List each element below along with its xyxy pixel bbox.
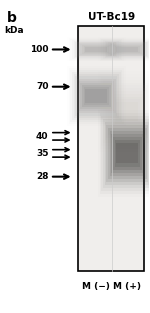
Bar [101, 116, 150, 191]
Bar [100, 74, 150, 149]
Bar [77, 79, 116, 113]
Text: 40: 40 [36, 132, 48, 141]
Bar [115, 140, 140, 167]
Text: kDa: kDa [4, 26, 24, 35]
Bar [116, 47, 138, 52]
Bar [116, 102, 138, 121]
Bar [72, 72, 121, 120]
Bar [113, 97, 142, 126]
Bar [98, 38, 150, 61]
Bar [98, 110, 150, 197]
Bar [105, 122, 150, 185]
Text: 35: 35 [36, 149, 48, 158]
Bar [84, 46, 109, 53]
Bar [115, 100, 140, 124]
Bar [103, 80, 150, 143]
Bar [113, 45, 142, 54]
Bar [100, 113, 150, 194]
Bar [82, 85, 111, 107]
Bar [115, 46, 140, 53]
Bar [74, 41, 119, 58]
Bar [101, 39, 150, 60]
Bar [106, 42, 148, 57]
Bar [105, 83, 150, 140]
Bar [108, 88, 147, 135]
Bar [111, 94, 143, 129]
Bar [98, 71, 150, 151]
Bar [75, 76, 117, 115]
Bar [113, 137, 142, 170]
Bar [80, 44, 112, 55]
Bar [111, 134, 143, 172]
Text: b: b [7, 11, 17, 25]
Text: 70: 70 [36, 82, 48, 91]
Bar [101, 77, 150, 146]
Bar [69, 68, 124, 124]
Text: UT-Bc19: UT-Bc19 [87, 12, 135, 22]
Bar [79, 81, 114, 111]
Text: M (+): M (+) [113, 282, 141, 291]
Bar [108, 128, 147, 179]
Bar [82, 45, 111, 54]
Bar [110, 131, 145, 176]
Bar [70, 39, 122, 60]
Bar [84, 87, 109, 105]
Bar [77, 43, 116, 56]
Bar [67, 66, 126, 126]
Bar [116, 143, 138, 163]
Bar [103, 40, 150, 59]
Bar [106, 85, 148, 138]
Text: M (−): M (−) [82, 282, 110, 291]
Text: 100: 100 [30, 45, 48, 54]
Text: 28: 28 [36, 172, 48, 181]
Bar [106, 125, 148, 182]
Bar [105, 41, 150, 58]
Bar [74, 74, 119, 118]
Bar [69, 38, 124, 61]
Bar [110, 43, 145, 56]
Bar [85, 89, 107, 103]
Bar [70, 70, 122, 122]
Bar [72, 40, 121, 59]
Bar [80, 83, 112, 109]
Bar [108, 43, 147, 56]
Bar [67, 38, 126, 61]
Bar [85, 47, 107, 52]
Bar [110, 91, 145, 132]
Bar [111, 44, 143, 55]
Bar [78, 26, 144, 271]
Bar [75, 42, 117, 57]
Bar [100, 38, 150, 61]
Bar [79, 43, 114, 56]
Bar [103, 119, 150, 188]
